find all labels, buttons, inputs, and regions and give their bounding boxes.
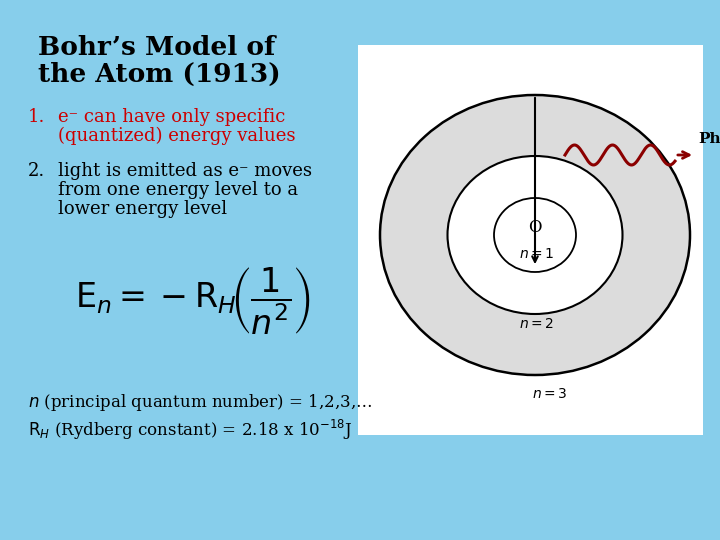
- Text: $n$ (principal quantum number) = 1,2,3,…: $n$ (principal quantum number) = 1,2,3,…: [28, 392, 372, 413]
- Ellipse shape: [494, 198, 576, 272]
- Text: the Atom (1913): the Atom (1913): [38, 62, 281, 87]
- Text: lower energy level: lower energy level: [58, 200, 227, 218]
- Text: $n = 3$: $n = 3$: [532, 387, 568, 401]
- Text: $n = 1$: $n = 1$: [519, 247, 554, 261]
- Text: Bohr’s Model of: Bohr’s Model of: [38, 35, 275, 60]
- FancyBboxPatch shape: [358, 45, 703, 435]
- Text: 2.: 2.: [28, 162, 45, 180]
- Text: $\mathrm{E}_n = -\mathrm{R}_H\!\left(\dfrac{1}{n^2}\right)$: $\mathrm{E}_n = -\mathrm{R}_H\!\left(\df…: [75, 265, 311, 336]
- Text: from one energy level to a: from one energy level to a: [58, 181, 298, 199]
- Ellipse shape: [448, 156, 623, 314]
- Text: $\mathrm{R}_H$ (Rydberg constant) = 2.18 x 10$^{-18}$J: $\mathrm{R}_H$ (Rydberg constant) = 2.18…: [28, 418, 353, 442]
- Text: Photon: Photon: [698, 132, 720, 146]
- Text: e⁻ can have only specific: e⁻ can have only specific: [58, 108, 285, 126]
- Text: O: O: [528, 219, 541, 235]
- Text: light is emitted as e⁻ moves: light is emitted as e⁻ moves: [58, 162, 312, 180]
- Text: (quantized) energy values: (quantized) energy values: [58, 127, 295, 145]
- Text: 1.: 1.: [28, 108, 45, 126]
- Text: $n = 2$: $n = 2$: [519, 317, 554, 331]
- Ellipse shape: [380, 95, 690, 375]
